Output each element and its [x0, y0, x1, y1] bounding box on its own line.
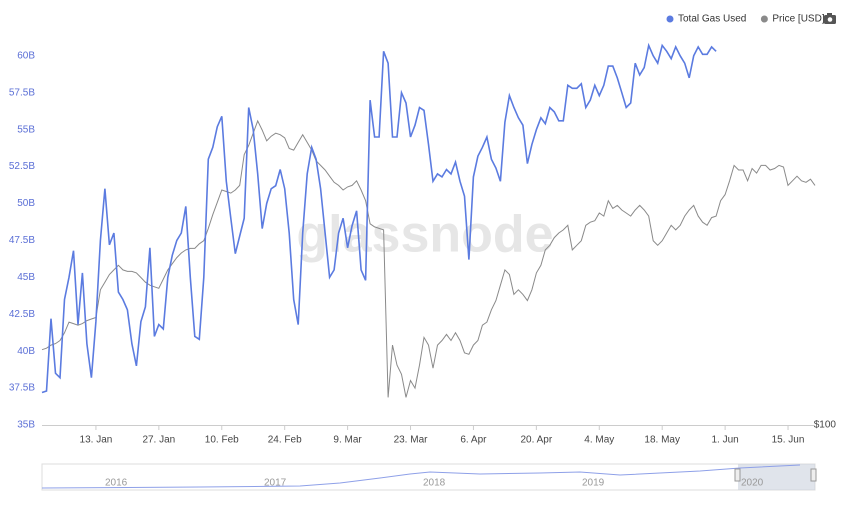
series-line: [41, 42, 717, 394]
navigator-handle[interactable]: [810, 468, 817, 482]
x-tick-label: 4. May: [584, 435, 614, 446]
legend-marker: [666, 15, 674, 23]
navigator-label: 2019: [582, 478, 605, 489]
legend-marker: [760, 15, 768, 23]
y-tick-label: 55B: [17, 124, 35, 135]
y-tick-label: 60B: [17, 50, 35, 61]
y-tick-label: 42.5B: [9, 309, 35, 320]
x-tick-label: 27. Jan: [142, 435, 175, 446]
x-tick-label: 1. Jun: [711, 435, 738, 446]
y-tick-label: 40B: [17, 346, 35, 357]
x-tick-label: 6. Apr: [460, 435, 487, 446]
navigator-label: 2016: [105, 478, 128, 489]
x-tick-label: 24. Feb: [268, 435, 302, 446]
navigator-label: 2018: [423, 478, 446, 489]
y-tick-label: 57.5B: [9, 87, 35, 98]
x-tick-label: 13. Jan: [80, 435, 113, 446]
x-tick-label: 15. Jun: [772, 435, 805, 446]
navigator-line: [41, 464, 801, 489]
x-tick-label: 23. Mar: [394, 435, 429, 446]
y-tick-label: 35B: [17, 420, 35, 431]
y-tick-label: 47.5B: [9, 235, 35, 246]
y2-tick-label: $100: [814, 420, 837, 431]
y-tick-label: 45B: [17, 272, 35, 283]
x-tick-label: 18. May: [644, 435, 680, 446]
camera-icon[interactable]: [824, 13, 836, 24]
legend-label: Total Gas Used: [678, 14, 746, 25]
legend-label: Price [USD]: [772, 14, 824, 25]
y-tick-label: 37.5B: [9, 383, 35, 394]
watermark: glassnode: [296, 206, 553, 264]
navigator-handle[interactable]: [734, 468, 741, 482]
navigator-label: 2017: [264, 478, 287, 489]
camera-lens[interactable]: [827, 17, 833, 22]
y-tick-label: 52.5B: [9, 161, 35, 172]
y-tick-label: 50B: [17, 198, 35, 209]
navigator-label: 2020: [741, 478, 764, 489]
camera-top[interactable]: [827, 13, 832, 16]
x-tick-label: 9. Mar: [333, 435, 362, 446]
navigator-selection[interactable]: [738, 464, 815, 490]
x-tick-label: 10. Feb: [205, 435, 239, 446]
x-tick-label: 20. Apr: [521, 435, 553, 446]
